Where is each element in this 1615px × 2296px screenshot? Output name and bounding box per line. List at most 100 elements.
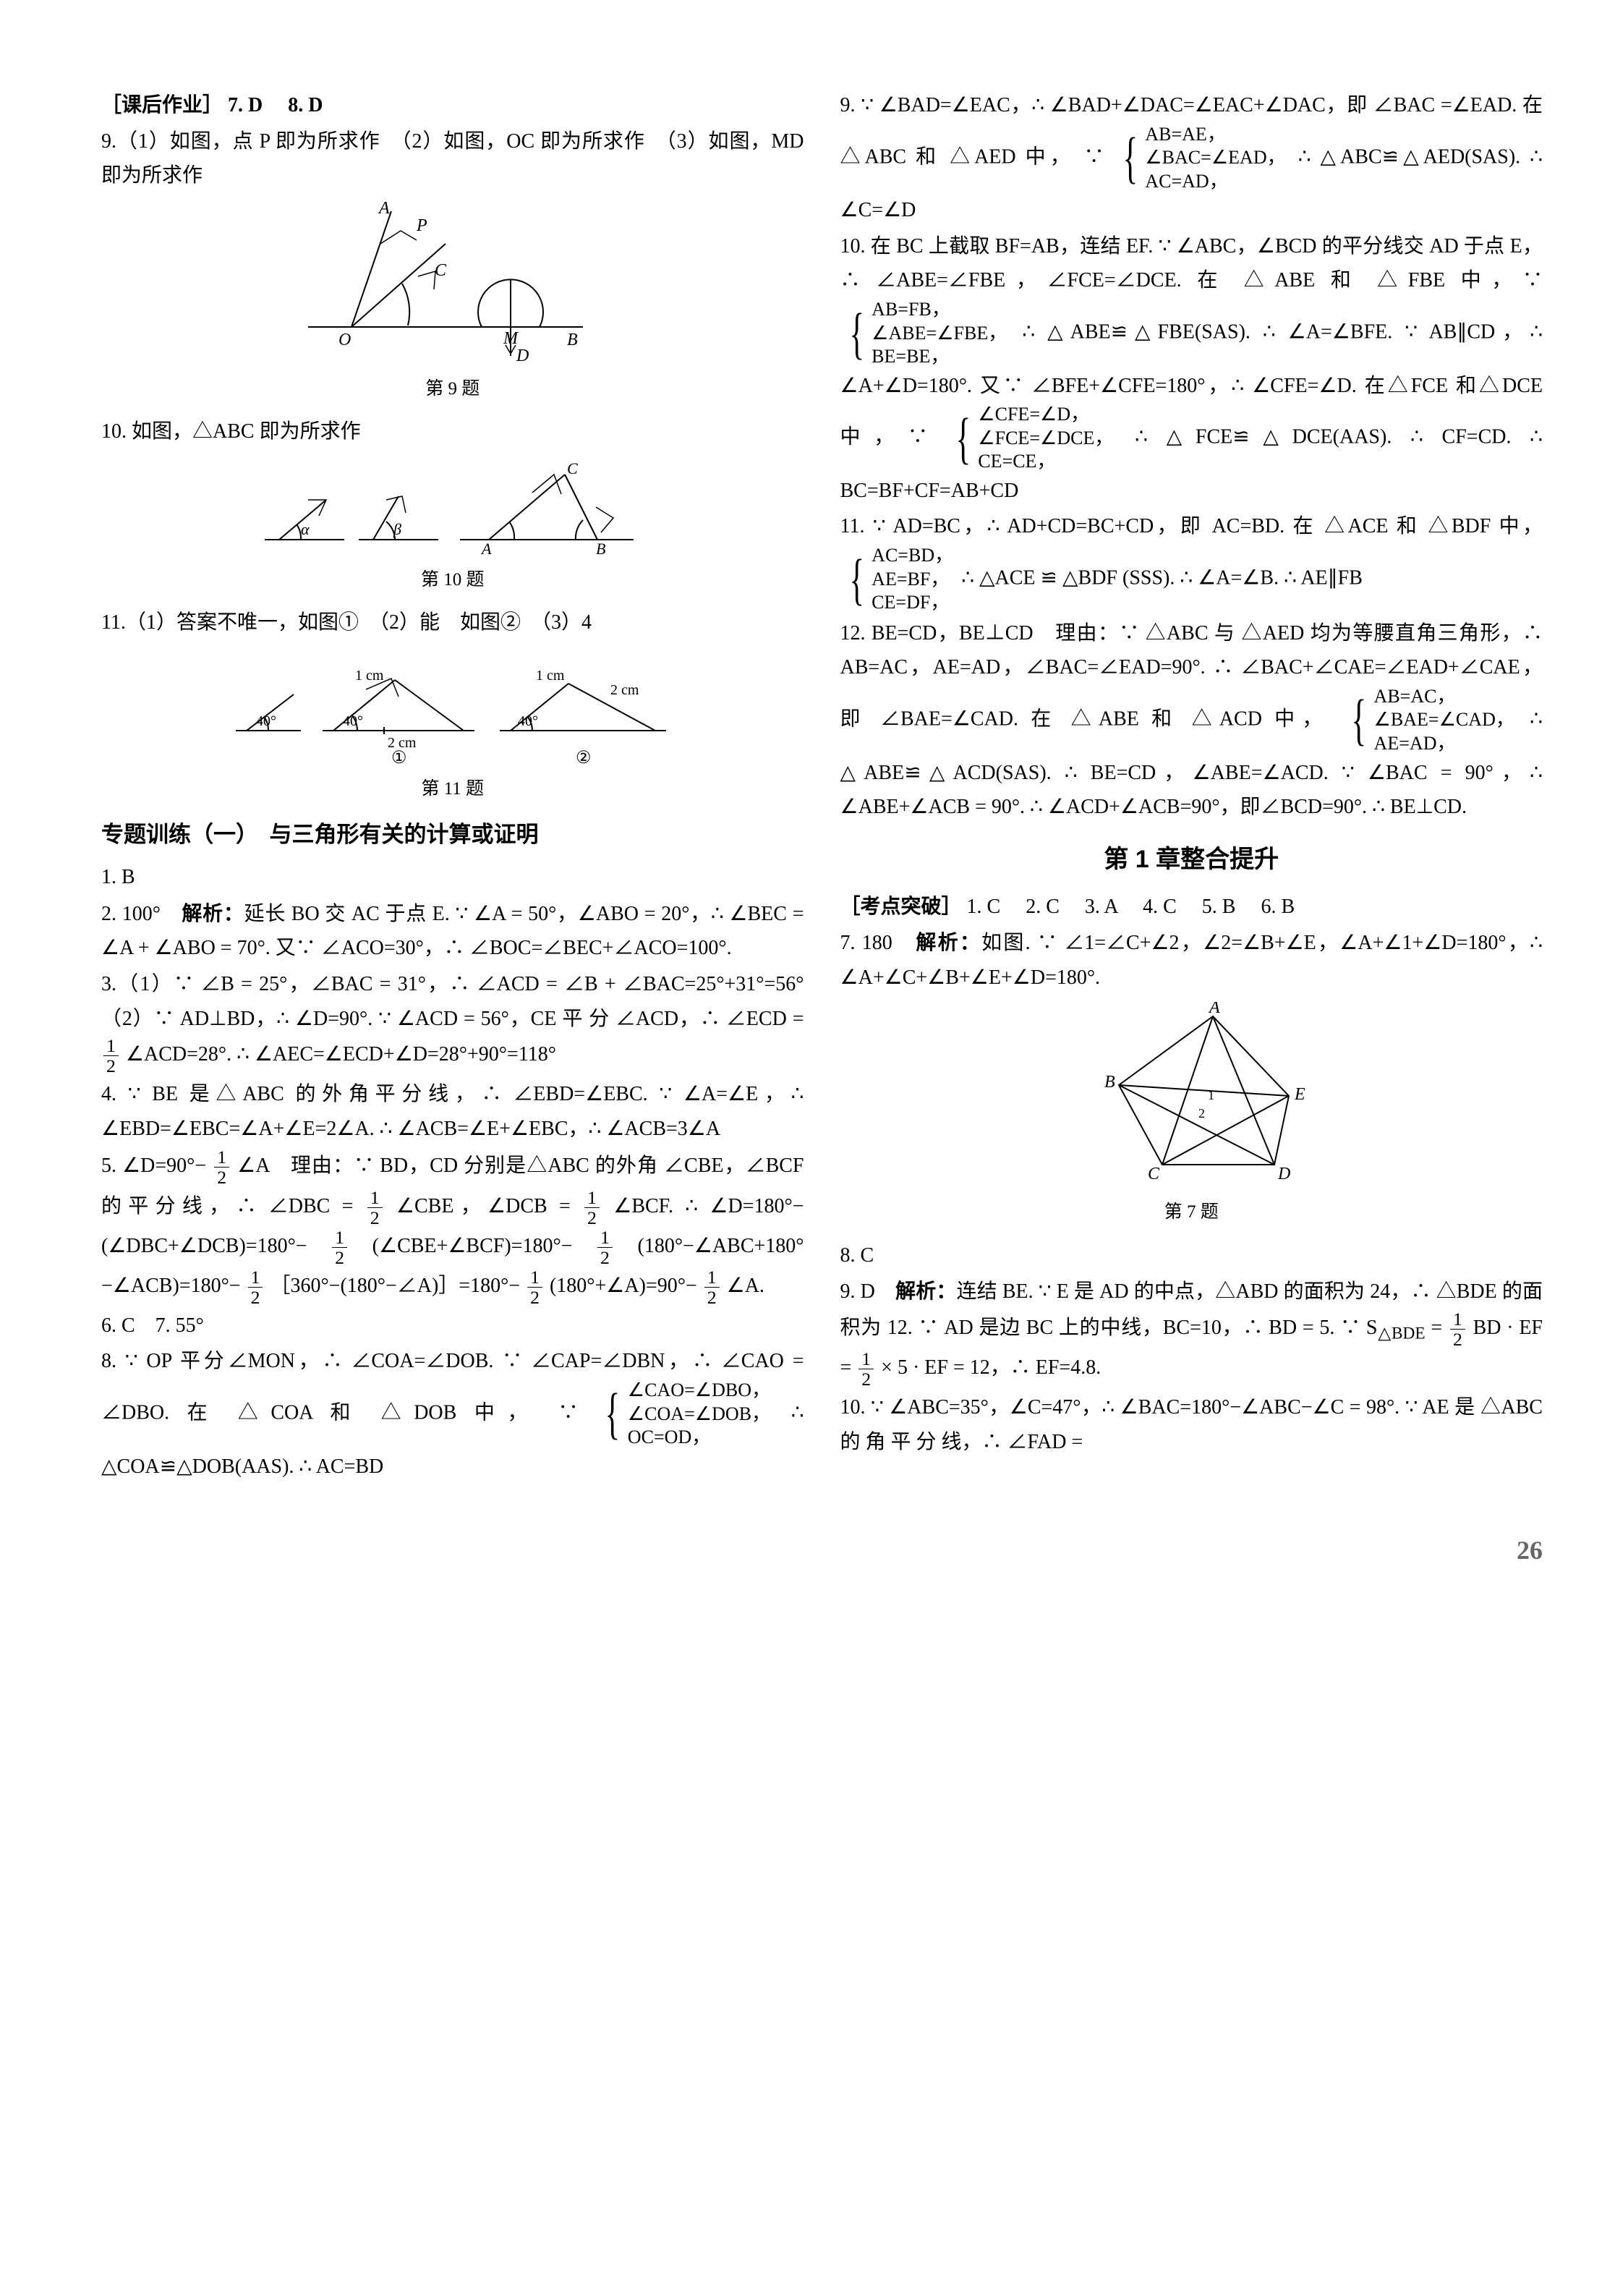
kd9-sub: △BDE (1377, 1325, 1425, 1343)
r9-sys2: ∠BAC=∠EAD， (1145, 146, 1285, 170)
svg-text:C: C (435, 261, 447, 280)
t3-a: 3.（1）∵ ∠B = 25°，∠BAC = 31°，∴ ∠ACD = ∠B +… (101, 973, 824, 1030)
svg-text:B: B (567, 331, 578, 349)
kd-header: ［考点突破］ (840, 896, 962, 918)
q9-text: 9.（1）如图，点 P 即为所求作 （2）如图，OC 即为所求作 （3）如图，M… (101, 124, 804, 193)
topic-q8: 8. ∵ OP 平分∠MON，∴ ∠COA=∠DOB. ∵ ∠CAP=∠DBN，… (101, 1344, 804, 1484)
kd9-a: 9. D (840, 1280, 896, 1303)
kd-line1: ［考点突破］ 1. C 2. C 3. A 4. C 5. B 6. B (840, 890, 1543, 924)
svg-text:P: P (416, 216, 427, 235)
svg-text:40°: 40° (518, 713, 538, 729)
kd10: 10. ∵ ∠ABC=35°，∠C=47°，∴ ∠BAC=180°−∠ABC−∠… (840, 1390, 1543, 1459)
svg-text:A: A (1208, 1002, 1220, 1017)
kd2: 2. C (1026, 896, 1060, 918)
t5-c: (∠CBE+∠BCF)=180°− (372, 1235, 573, 1257)
svg-text:A: A (378, 200, 390, 218)
svg-text:E: E (1294, 1085, 1305, 1104)
kd3: 3. A (1085, 896, 1117, 918)
page-number: 26 (101, 1528, 1543, 1573)
q7: 7. D (228, 94, 263, 116)
svg-text:β: β (393, 520, 401, 538)
kd9-e: × 5 · EF = 12，∴ EF=4.8. (881, 1356, 1101, 1379)
chapter-title: 第 1 章整合提升 (840, 839, 1543, 881)
figure-10: αβ ABC (101, 456, 804, 558)
svg-text:O: O (338, 331, 351, 349)
r10-a: 10. 在 BC 上截取 BF=AB，连结 EF. ∵ ∠ABC，∠BCD 的平… (840, 235, 1543, 292)
t8-sys2: ∠COA=∠DOB， (628, 1403, 770, 1427)
svg-text:M: M (503, 329, 519, 348)
fig9-caption: 第 9 题 (101, 374, 804, 405)
fraction: 12 (858, 1349, 874, 1389)
kd7-a: 7. 180 (840, 932, 916, 954)
fig10-caption: 第 10 题 (101, 565, 804, 596)
topic-q6-7: 6. C 7. 55° (101, 1309, 804, 1343)
kd5: 5. B (1202, 896, 1236, 918)
kd6: 6. B (1261, 896, 1295, 918)
q10-text: 10. 如图，△ABC 即为所求作 (101, 414, 804, 449)
topic-q2: 2. 100° 解析：延长 BO 交 AC 于点 E. ∵ ∠A = 50°，∠… (101, 896, 804, 966)
topic-q1: 1. B (101, 860, 804, 895)
equation-system: { AB=AC， ∠BAE=∠CAD， AE=AD， (1345, 685, 1514, 756)
homework-line: ［课后作业］ 7. D 8. D (101, 88, 804, 123)
q8: 8. D (288, 94, 323, 116)
r11-a: 11. ∵ AD=BC，∴ AD+CD=BC+CD，即 AC=BD. 在 △AC… (840, 515, 1543, 537)
svg-text:2: 2 (1198, 1106, 1205, 1121)
kd9-label: 解析： (895, 1280, 956, 1302)
svg-text:C: C (567, 459, 578, 477)
t8-sys1: ∠CAO=∠DBO， (628, 1379, 770, 1403)
left-column: ［课后作业］ 7. D 8. D 9.（1）如图，点 P 即为所求作 （2）如图… (101, 87, 804, 1485)
svg-text:B: B (596, 540, 605, 558)
t2-analysis-label: 解析： (182, 902, 244, 924)
t5-a: ∠CBE，∠DCB = (396, 1194, 582, 1217)
kd7: 7. 180 解析：如图. ∵ ∠1=∠C+∠2，∠2=∠B+∠E，∠A+∠1+… (840, 925, 1543, 995)
r12-sys3: AE=AD， (1374, 732, 1514, 756)
r10-sys6: CE=CE， (978, 450, 1113, 474)
r9-sys1: AB=AE， (1145, 123, 1285, 147)
svg-text:1: 1 (1208, 1088, 1214, 1102)
r11-b: ∴ △ACE ≌ △BDF (SSS). ∴ ∠A=∠B. ∴ AE∥FB (961, 566, 1363, 589)
r-q10: 10. 在 BC 上截取 BF=AB，连结 EF. ∵ ∠ABC，∠BCD 的平… (840, 229, 1543, 509)
svg-text:α: α (301, 520, 310, 538)
fraction: 12 (332, 1228, 347, 1267)
r-q9: 9. ∵ ∠BAD=∠EAC，∴ ∠BAD+∠DAC=∠EAC+∠DAC，即 ∠… (840, 88, 1543, 228)
svg-text:40°: 40° (343, 713, 363, 729)
svg-text:1 cm: 1 cm (536, 668, 565, 684)
equation-system: { ∠CAO=∠DBO， ∠COA=∠DOB， OC=OD， (599, 1379, 770, 1450)
r12-sys2: ∠BAE=∠CAD， (1374, 708, 1514, 732)
q11-text: 11.（1）答案不唯一，如图① （2）能 如图② （3）4 (101, 605, 804, 640)
figure-10-svg: αβ ABC (257, 456, 648, 558)
svg-text:C: C (1148, 1165, 1160, 1183)
figure-7-svg: A B C D E 1 2 (1065, 1002, 1318, 1190)
svg-text:1 cm: 1 cm (355, 668, 384, 684)
svg-text:40°: 40° (256, 713, 276, 729)
kd7-label: 解析： (916, 931, 981, 953)
fig7-caption: 第 7 题 (840, 1197, 1543, 1228)
r11-sys3: CE=DF， (872, 591, 953, 615)
topic-q3: 3.（1）∵ ∠B = 25°，∠BAC = 31°，∴ ∠ACD = ∠B +… (101, 967, 804, 1076)
t5-f: (180°+∠A)=90°− (550, 1275, 697, 1297)
kd9-c: = (1426, 1317, 1448, 1339)
figure-11: 40° 1 cm40° 2 cm 1 cm2 cm 40° ① ② (101, 647, 804, 767)
t2-num: 2. 100° (101, 903, 182, 925)
fraction: 12 (248, 1267, 263, 1307)
r9-sys3: AC=AD， (1145, 170, 1285, 194)
svg-text:D: D (516, 346, 529, 365)
topic-q5: 5. ∠D=90°− 12 ∠A 理由：∵ BD，CD 分别是△ABC 的外角 … (101, 1147, 804, 1306)
figure-9-svg: A P C O M B D (294, 200, 612, 367)
kd4: 4. C (1143, 896, 1177, 918)
kd9: 9. D 解析：连结 BE. ∵ E 是 AD 的中点，△ABD 的面积为 24… (840, 1274, 1543, 1389)
equation-system: { ∠CFE=∠D， ∠FCE=∠DCE， CE=CE， (950, 403, 1114, 474)
figure-11-svg: 40° 1 cm40° 2 cm 1 cm2 cm 40° ① ② (229, 647, 677, 767)
topic-q4: 4. ∵ BE 是△ABC 的外角平分线，∴ ∠EBD=∠EBC. ∵ ∠A=∠… (101, 1077, 804, 1146)
fraction: 12 (584, 1188, 600, 1228)
equation-system: { AB=FB， ∠ABE=∠FBE， BE=BE， (843, 298, 1007, 369)
right-column: 9. ∵ ∠BAD=∠EAC，∴ ∠BAD+∠DAC=∠EAC+∠DAC，即 ∠… (840, 87, 1543, 1485)
fraction: 12 (214, 1147, 229, 1187)
svg-text:②: ② (576, 749, 592, 767)
fraction: 12 (1450, 1309, 1465, 1349)
equation-system: { AC=BD， AE=BF， CE=DF， (843, 544, 954, 615)
kd1: 1. C (967, 896, 1001, 918)
r10-sys4: ∠CFE=∠D， (978, 403, 1113, 427)
fraction-half: 12 (103, 1036, 119, 1076)
fraction: 12 (367, 1188, 383, 1228)
